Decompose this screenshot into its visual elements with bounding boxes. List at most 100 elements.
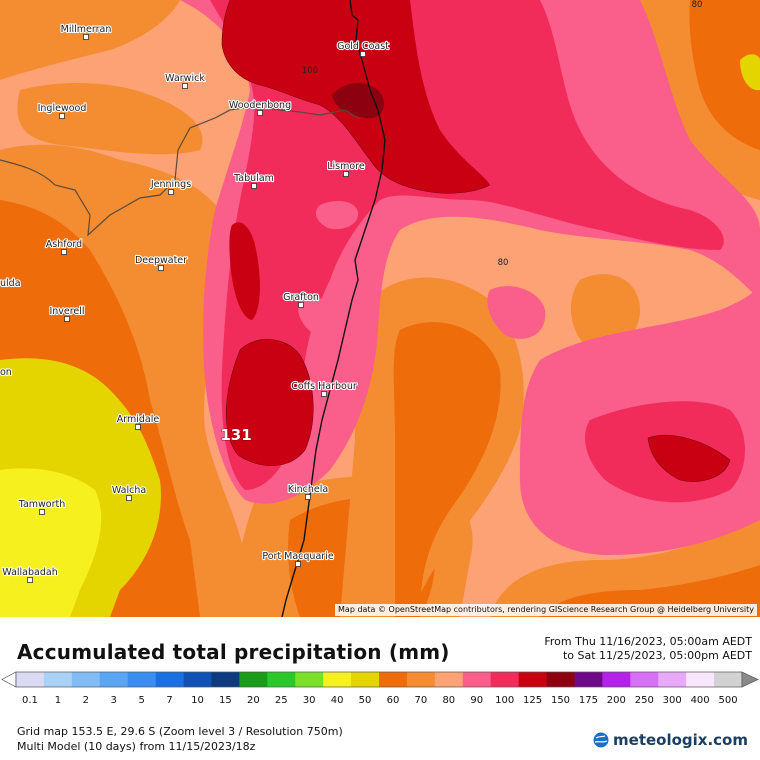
city-label: Inglewood <box>38 103 87 114</box>
city-gold-coast[interactable]: Gold Coast <box>336 40 390 57</box>
max-precip-value: 131 <box>220 426 251 444</box>
city-wallabadah[interactable]: Wallabadah <box>1 566 59 583</box>
scale-swatch-3 <box>99 672 128 687</box>
city-marker <box>257 110 263 116</box>
city-woodenbong[interactable]: Woodenbong <box>228 99 292 116</box>
city-ashford[interactable]: Ashford <box>45 238 83 255</box>
scale-swatch-15 <box>211 672 240 687</box>
scale-tick-30: 30 <box>303 695 316 706</box>
scale-tick-3: 3 <box>111 695 117 706</box>
city-label: Wallabadah <box>2 567 57 578</box>
map-canvas[interactable]: Millmerran Warwick Inglewood Woodenbong Gold… <box>0 0 760 617</box>
field-70-east-blob <box>570 274 640 349</box>
scale-tick-70: 70 <box>415 695 428 706</box>
color-scale-bar: 0.1 1 2 3 5 7 10 15 20 25 30 40 50 60 70 80 90 100 125 150 1… <box>1 671 759 706</box>
model-info: Multi Model (10 days) from 11/15/2023/18… <box>17 740 256 753</box>
scale-left-arrow <box>1 671 17 688</box>
field-90-grafton-hole <box>298 298 351 337</box>
scale-swatch-200 <box>602 672 631 687</box>
city-warwick[interactable]: Warwick <box>164 72 206 89</box>
coastline <box>281 0 386 617</box>
field-100-north <box>210 0 724 490</box>
scale-swatch-175 <box>574 672 603 687</box>
city-port-macquarie[interactable]: Port Macquarie <box>261 550 335 567</box>
precipitation-map[interactable]: Millmerran Warwick Inglewood Woodenbong Gold… <box>0 0 760 617</box>
city-label: Walcha <box>112 485 146 496</box>
scale-tick-200: 200 <box>607 695 626 706</box>
city-lismore[interactable]: Lismore <box>326 160 366 177</box>
scale-tick-90: 90 <box>470 695 483 706</box>
period-to: to Sat 11/25/2023, 05:00pm AEDT <box>562 649 752 662</box>
field-90-inner-hole <box>315 200 359 230</box>
field-60-east-center <box>393 322 501 617</box>
city-jennings[interactable]: Jennings <box>149 178 192 195</box>
city-label: Armidale <box>117 414 160 425</box>
field-70-north-inland <box>17 83 203 155</box>
field-60-northeast <box>689 0 760 150</box>
field-70-nw <box>0 0 180 80</box>
scale-tick-125: 125 <box>523 695 542 706</box>
scale-swatch-125 <box>518 672 547 687</box>
scale-swatch-2 <box>71 672 101 687</box>
city-deepwater[interactable]: Deepwater <box>134 254 188 271</box>
contour-line-100 <box>221 0 491 194</box>
city-millmerran[interactable]: Millmerran <box>60 23 112 40</box>
field-125-east <box>648 435 730 482</box>
city-marker <box>61 249 67 255</box>
contour-label: 100 <box>302 66 318 76</box>
city-walcha[interactable]: Walcha <box>111 484 147 501</box>
grid-info: Grid map 153.5 E, 29.6 S (Zoom level 3 /… <box>17 725 343 738</box>
scale-tick-7: 7 <box>166 695 172 706</box>
city-coffs-harbour[interactable]: Coffs Harbour <box>290 380 358 397</box>
city-tabulam[interactable]: Tabulam <box>232 172 275 189</box>
city-marker <box>59 113 65 119</box>
city-marker <box>135 424 141 430</box>
scale-swatch-0.1 <box>16 672 45 687</box>
brand-logo[interactable]: meteologix.com <box>593 731 748 749</box>
city-marker <box>251 183 257 189</box>
scale-swatch-40 <box>323 672 352 687</box>
forecast-period: From Thu 11/16/2023, 05:00am AEDT to Sat… <box>544 635 752 663</box>
scale-swatch-5 <box>127 672 156 687</box>
field-90-east-blob <box>487 286 546 339</box>
scale-tick-10: 10 <box>191 695 204 706</box>
scale-tick-1: 1 <box>55 695 61 706</box>
city-inglewood[interactable]: Inglewood <box>37 102 87 119</box>
contour-label: 80 <box>692 0 703 10</box>
city-marker <box>168 189 174 195</box>
city-label: Jennings <box>150 179 191 190</box>
scale-tick-50: 50 <box>359 695 372 706</box>
city-on[interactable]: on <box>0 366 13 379</box>
scale-swatch-10 <box>183 672 212 687</box>
city-marker <box>298 302 304 308</box>
scale-tick-60: 60 <box>387 695 400 706</box>
city-label: Warwick <box>165 73 205 84</box>
city-marker <box>321 391 327 397</box>
city-label: on <box>0 367 12 378</box>
scale-tick-300: 300 <box>663 695 682 706</box>
city-label: Deepwater <box>135 255 187 266</box>
city-label: Inverell <box>49 306 84 317</box>
city-label: Woodenbong <box>229 100 291 111</box>
scale-swatch-400 <box>686 672 715 687</box>
city-label: Lismore <box>327 161 365 172</box>
city-label: Grafton <box>283 292 319 303</box>
city-inverell[interactable]: Inverell <box>48 305 86 322</box>
city-ulda[interactable]: ulda <box>0 277 22 290</box>
city-label: Coffs Harbour <box>291 381 357 392</box>
city-layer: Millmerran Warwick Inglewood Woodenbong Gold… <box>0 23 390 583</box>
scale-swatch-50 <box>351 672 380 687</box>
scale-swatch-90 <box>462 672 491 687</box>
city-marker <box>360 51 366 57</box>
scale-tick-2: 2 <box>83 695 89 706</box>
city-tamworth[interactable]: Tamworth <box>17 498 66 515</box>
field-50-northeast <box>740 54 760 91</box>
city-label: Gold Coast <box>337 41 389 52</box>
scale-right-arrow <box>741 671 759 688</box>
city-marker <box>182 83 188 89</box>
footer-info: Grid map 153.5 E, 29.6 S (Zoom level 3 /… <box>17 724 343 754</box>
city-kinchela[interactable]: Kinchela <box>287 483 329 500</box>
city-grafton[interactable]: Grafton <box>282 291 320 308</box>
city-armidale[interactable]: Armidale <box>116 413 160 430</box>
city-label: Millmerran <box>61 24 112 35</box>
